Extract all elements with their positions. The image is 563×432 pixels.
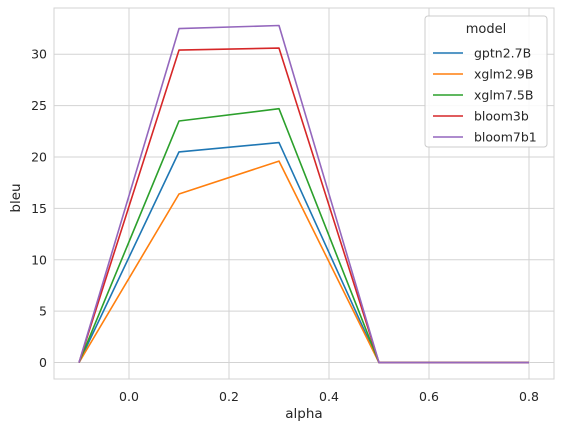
x-tick-label: 0.2 [219, 389, 239, 404]
legend-title: model [466, 22, 506, 37]
series-line-bloom7b1 [78, 24, 529, 364]
legend-label: xglm2.9B [474, 67, 533, 82]
x-tick-label: 0.4 [319, 389, 339, 404]
y-tick-label: 25 [31, 98, 47, 113]
legend-label: bloom3b [474, 109, 529, 124]
x-tick-label: 0.8 [519, 389, 539, 404]
tick-labels: 0.0 0.2 0.4 0.6 0.8 0 5 10 15 20 25 30 [31, 47, 539, 404]
y-tick-label: 5 [39, 304, 47, 319]
legend-box [424, 15, 548, 148]
legend-label: xglm7.5B [474, 88, 533, 103]
legend-label: bloom7b1 [474, 130, 537, 145]
series-lines [78, 24, 529, 364]
legend: model gptn2.7B xglm2.9B xglm7.5B bloom3b bloo… [424, 15, 548, 148]
y-tick-label: 30 [31, 47, 47, 62]
y-axis-label: bleu [8, 183, 24, 212]
legend-label: gptn2.7B [474, 46, 531, 61]
x-tick-label: 0.6 [419, 389, 439, 404]
y-tick-label: 20 [31, 150, 47, 165]
y-tick-label: 0 [39, 355, 47, 370]
x-tick-label: 0.0 [119, 389, 139, 404]
y-tick-label: 10 [31, 252, 47, 267]
y-tick-label: 15 [31, 201, 47, 216]
x-axis-label: alpha [285, 406, 322, 422]
